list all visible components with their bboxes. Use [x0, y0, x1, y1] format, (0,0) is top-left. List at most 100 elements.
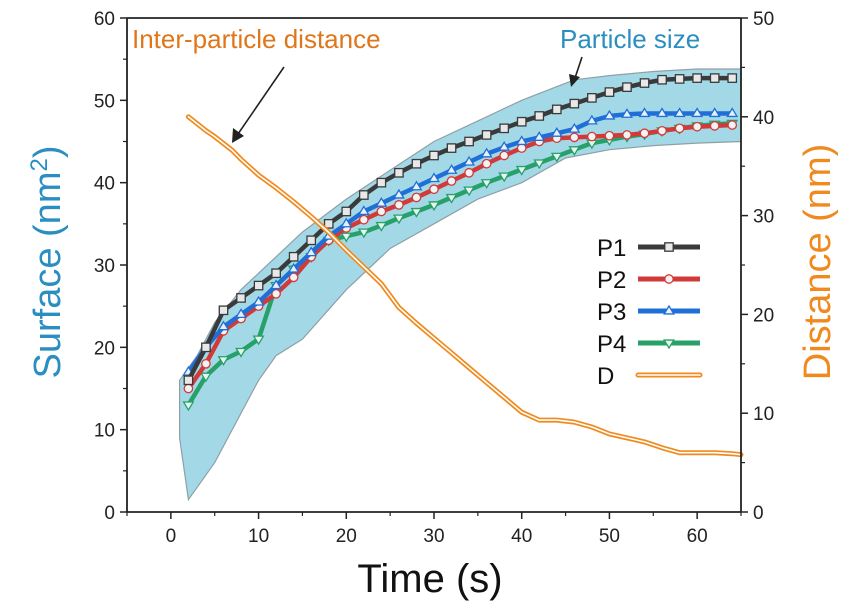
series-P3-point: [673, 107, 686, 118]
series-P4-point: [463, 186, 476, 197]
series-P2-point: [271, 288, 281, 299]
series-P1: [183, 73, 738, 386]
series-P3-point: [708, 107, 721, 118]
legend-item-P1: P1: [597, 235, 700, 262]
series-P4-point: [340, 232, 353, 243]
series-P2-point: [183, 383, 194, 394]
series-P2-point: [709, 121, 720, 131]
series-P2-point: [622, 130, 632, 140]
x-tick-label: 50: [599, 526, 620, 547]
size-arrow-head: [569, 74, 580, 87]
series-P4-point: [199, 372, 212, 383]
series-P3-point: [270, 279, 283, 290]
series-P2-point: [727, 120, 738, 130]
series-P2-point: [587, 131, 597, 142]
series-P4-point: [428, 201, 440, 212]
series-P1-point: [657, 74, 667, 85]
series-P1-point: [622, 82, 632, 93]
y-right-tick-label: 50: [753, 9, 774, 30]
series-P1-point: [323, 218, 334, 229]
series-P1-point: [429, 150, 439, 161]
series-P3-point: [305, 246, 318, 257]
legend-item-P4: P4: [597, 331, 700, 358]
series-P3-point: [252, 295, 265, 306]
legend-label-D: D: [597, 363, 614, 390]
series-P1-point: [516, 116, 527, 127]
series-P2-point: [481, 158, 492, 169]
y-left-tick-label: 50: [94, 91, 115, 112]
series-P2-point: [674, 123, 685, 134]
series-P4-point: [375, 221, 388, 232]
series-P1-point: [253, 280, 264, 291]
series-P1-point: [376, 177, 387, 188]
series-P1-point: [551, 104, 562, 115]
series-P4-point: [217, 356, 230, 366]
series-P1-point: [236, 293, 246, 303]
y-right-tick-label: 10: [753, 404, 774, 425]
series-P4-point: [445, 193, 458, 204]
series-P3-point: [515, 135, 528, 146]
series-P3-point: [638, 107, 651, 118]
tick-layer: 0 10 20 30 40 50 60 0 10 20 30 40 50 60 0 10 20 30 40 50: [94, 9, 774, 547]
legend-marker-P2: [664, 274, 674, 284]
series-P1-point: [569, 98, 580, 109]
annotation-arrows: [232, 56, 583, 143]
series-P2-point: [358, 214, 369, 225]
series-P2-point: [569, 132, 580, 143]
series-P4-point: [498, 172, 511, 183]
legend: P1 P2 P3 P4 D: [597, 235, 703, 390]
series-P1-point: [464, 136, 474, 147]
legend-item-D: D: [597, 363, 703, 390]
series-P2-point: [604, 130, 615, 141]
series-P2-point: [411, 192, 422, 203]
series-P1-point: [604, 87, 615, 97]
series-P3-point: [340, 217, 353, 228]
series-P3-point: [656, 107, 669, 118]
series-P1-point: [201, 342, 211, 353]
y-right-tick-label: 20: [753, 305, 774, 326]
series-P3-point: [463, 155, 476, 166]
series-P4-point: [550, 152, 563, 163]
y-right-tick-label: 30: [753, 207, 774, 228]
series-P1-point: [183, 375, 194, 386]
series-P1-point: [709, 73, 720, 83]
legend-label-P3: P3: [597, 299, 626, 326]
x-tick-label: 60: [687, 526, 708, 547]
series-P2-point: [516, 143, 527, 153]
y-left-tick-label: 20: [94, 338, 115, 359]
annotation-inter-particle-distance: Inter-particle distance: [132, 24, 381, 54]
series-P1-point: [358, 190, 369, 200]
series-P3-point: [392, 188, 405, 199]
y-right-tick-label: 0: [753, 503, 764, 524]
y-axis-right-title: Distance (nm): [797, 144, 839, 381]
legend-marker-P1: [664, 242, 674, 252]
series-D: [185, 114, 744, 458]
x-tick-label: 10: [248, 526, 269, 547]
series-P1-point: [534, 111, 545, 121]
x-axis-title: Time (s): [357, 557, 502, 601]
series-P3-point: [217, 320, 230, 331]
series-P1-point: [692, 73, 702, 83]
distance-arrow-line: [237, 66, 285, 135]
legend-label-P1: P1: [597, 235, 626, 262]
series-D-line-inner: [187, 116, 742, 456]
series-P1-point: [639, 78, 650, 88]
series-P2-point: [446, 176, 457, 186]
series-P3-point: [691, 107, 704, 118]
y-axis-left-title-sup: 2: [26, 158, 53, 171]
series-P3-point: [568, 122, 581, 133]
series-P3-point: [357, 205, 370, 216]
series-P2-point: [201, 358, 211, 369]
series-P3-point: [533, 131, 546, 141]
series-P1-point: [727, 73, 738, 83]
legend-marker-P3: [663, 304, 675, 315]
series-P4-point: [480, 179, 493, 189]
series-P1-point: [394, 167, 404, 178]
y-axis-left-title-close: ): [27, 146, 69, 159]
distance-arrow-head: [232, 128, 244, 143]
series-P1-point: [411, 158, 422, 169]
y-axis-left-title: Surface (nm2): [26, 146, 70, 379]
series-P3-point: [550, 127, 563, 137]
series-P4-point: [392, 214, 405, 225]
